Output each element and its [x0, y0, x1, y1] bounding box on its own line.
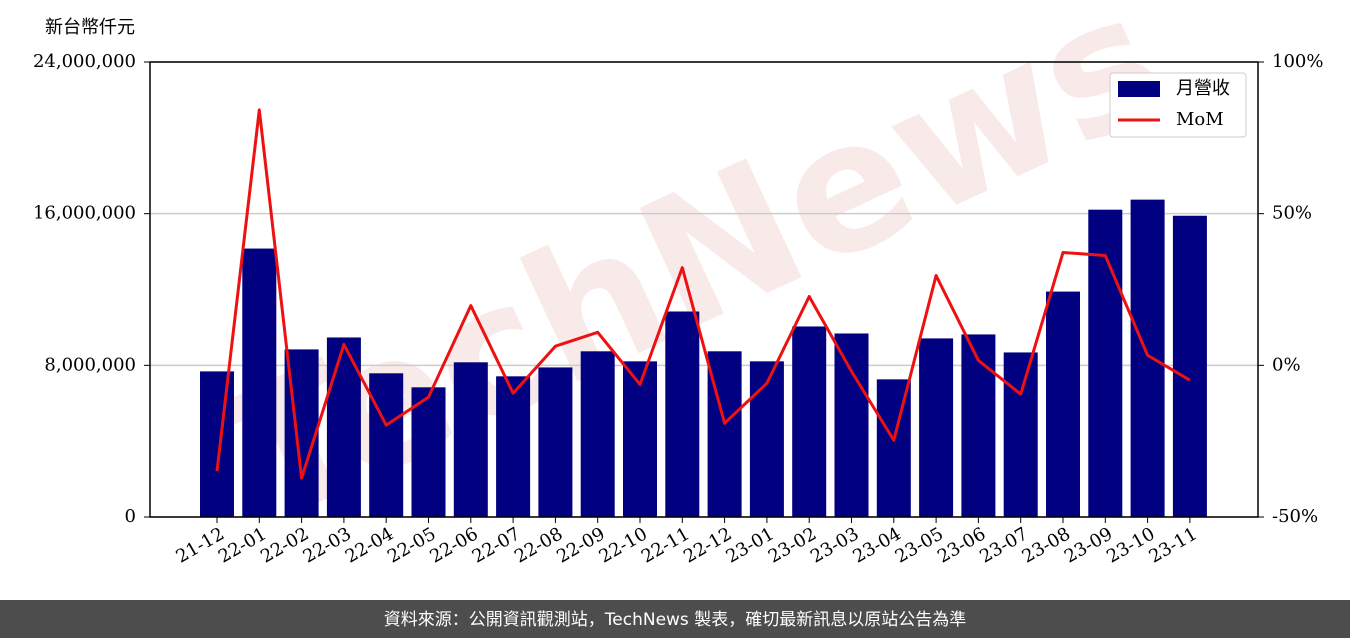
bar	[580, 351, 615, 517]
bar	[792, 326, 827, 517]
legend-label: MoM	[1176, 109, 1224, 130]
y2-tick-label: 50%	[1272, 203, 1312, 224]
y2-tick-label: 100%	[1272, 51, 1323, 72]
bar	[411, 387, 446, 517]
bar	[1046, 291, 1080, 517]
bar	[453, 362, 488, 517]
y2-tick-label: 0%	[1272, 354, 1301, 375]
bar	[496, 376, 531, 517]
legend-label: 月營收	[1176, 78, 1230, 99]
bar	[1130, 199, 1165, 517]
bar	[1088, 209, 1123, 517]
legend-swatch	[1118, 81, 1160, 97]
footer-text: 資料來源：公開資訊觀測站，TechNews 製表，確切最新訊息以原站公告為準	[384, 610, 966, 630]
bar	[665, 311, 700, 517]
x-tick-label: 23-11	[1145, 523, 1200, 567]
plot-frame	[149, 61, 1259, 518]
y-tick-label: 16,000,000	[33, 203, 136, 224]
bar	[242, 248, 277, 518]
bar	[834, 333, 869, 517]
y-tick-label: 8,000,000	[44, 354, 136, 375]
bar	[200, 371, 234, 517]
line	[215, 108, 1191, 480]
bar	[749, 361, 784, 517]
y-tick-label: 0	[125, 506, 136, 527]
bar	[1003, 352, 1038, 517]
bar	[1172, 215, 1207, 518]
y-tick-label: 24,000,000	[33, 51, 136, 72]
bar	[538, 367, 573, 517]
bar	[623, 361, 657, 517]
y2-tick-label: -50%	[1272, 506, 1318, 527]
bar	[876, 379, 911, 517]
bar	[961, 334, 996, 517]
bar	[919, 338, 954, 517]
y-axis-label: 新台幣仟元	[45, 17, 135, 38]
bar	[369, 373, 404, 517]
footer-bar	[0, 600, 1350, 638]
